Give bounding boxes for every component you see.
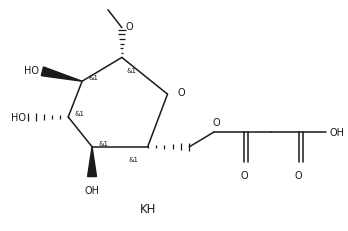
Text: HO: HO xyxy=(24,66,39,76)
Text: OH: OH xyxy=(85,185,100,195)
Text: &1: &1 xyxy=(127,68,137,74)
Text: &1: &1 xyxy=(98,140,108,146)
Text: &1: &1 xyxy=(129,156,139,162)
Text: &1: &1 xyxy=(88,75,98,81)
Polygon shape xyxy=(88,147,96,177)
Polygon shape xyxy=(41,68,82,82)
Text: O: O xyxy=(126,21,134,31)
Text: O: O xyxy=(240,170,248,180)
Text: O: O xyxy=(295,170,302,180)
Text: O: O xyxy=(212,117,220,128)
Text: &1: &1 xyxy=(74,111,84,116)
Text: HO: HO xyxy=(10,112,25,122)
Text: OH: OH xyxy=(330,127,345,137)
Text: O: O xyxy=(177,88,185,98)
Text: KH: KH xyxy=(140,202,156,215)
